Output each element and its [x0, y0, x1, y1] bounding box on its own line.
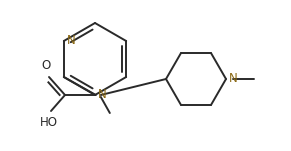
Text: N: N — [229, 72, 238, 85]
Text: O: O — [41, 59, 51, 72]
Text: N: N — [67, 34, 76, 48]
Text: N: N — [98, 88, 107, 101]
Text: HO: HO — [40, 116, 58, 129]
